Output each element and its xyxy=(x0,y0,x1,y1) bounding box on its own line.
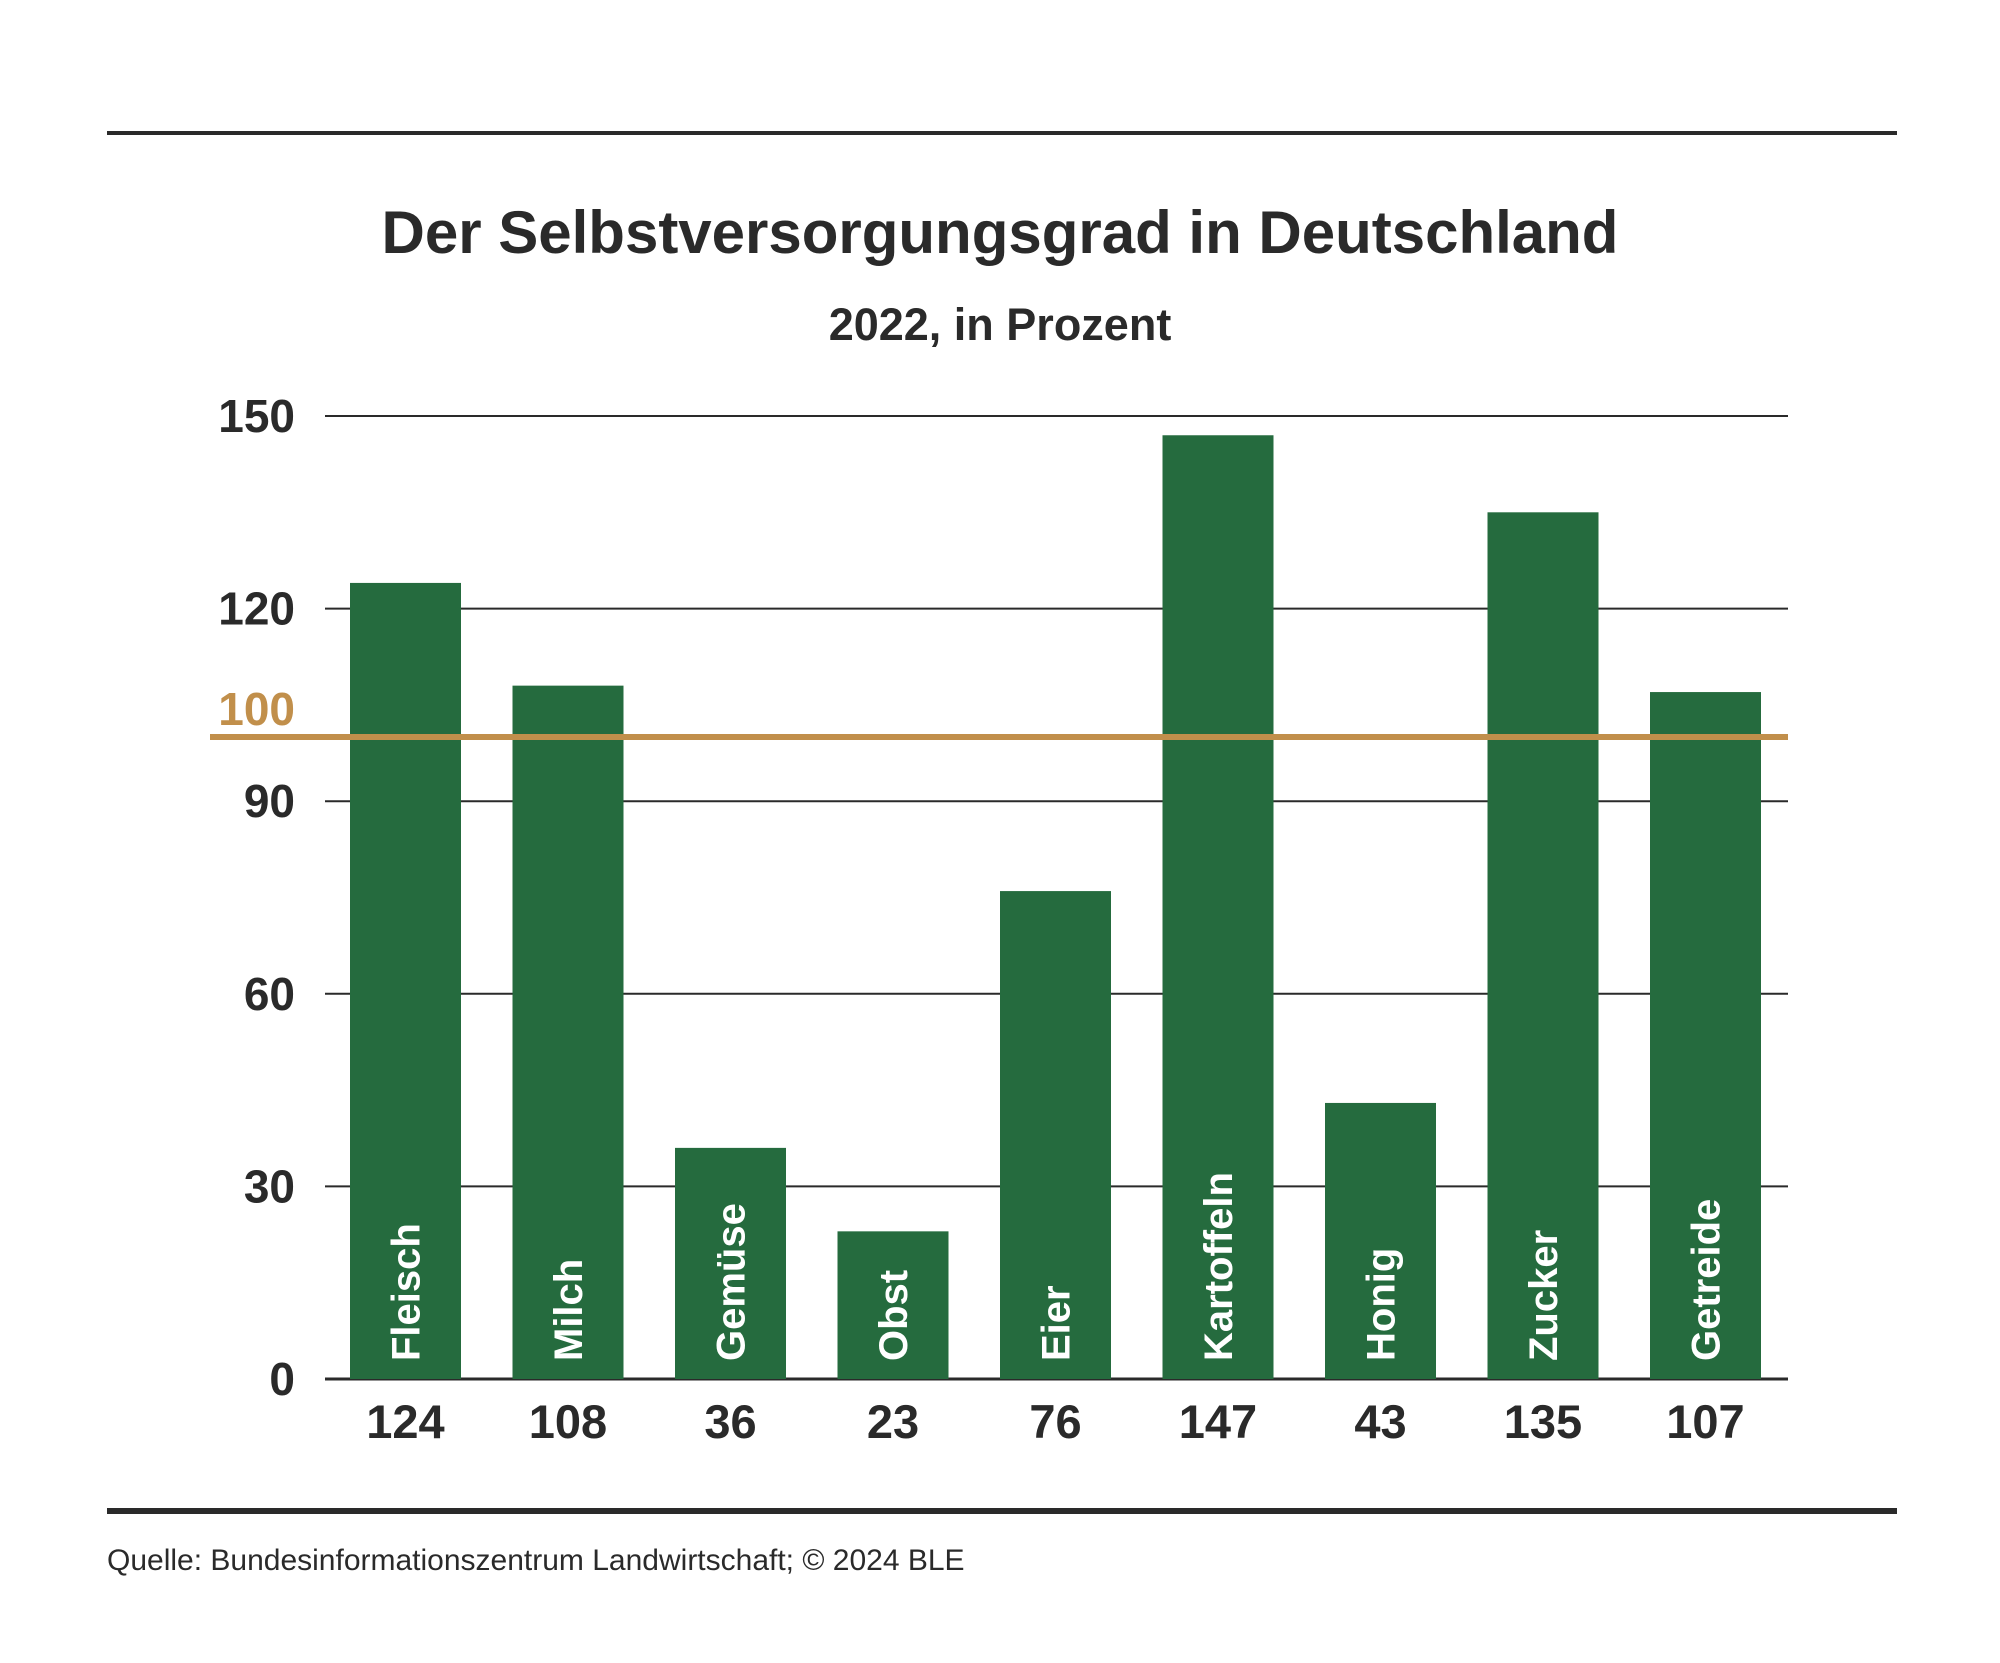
value-label-3: 23 xyxy=(867,1395,919,1448)
category-label-2: Gemüse xyxy=(710,1203,754,1361)
value-label-7: 135 xyxy=(1504,1395,1582,1448)
reference-line-group: 100 xyxy=(210,683,1788,740)
chart-title: Der Selbstversorgungsgrad in Deutschland xyxy=(382,199,1619,266)
bar-milch xyxy=(512,685,624,1379)
bar-obst xyxy=(837,1231,949,1379)
value-label-5: 147 xyxy=(1179,1395,1257,1448)
bar-fleisch xyxy=(350,582,461,1379)
value-label-0: 124 xyxy=(366,1395,444,1448)
category-label-0: Fleisch xyxy=(385,1223,429,1361)
y-tick-label-90: 90 xyxy=(244,775,295,827)
value-label-1: 108 xyxy=(529,1395,607,1448)
bar-eier xyxy=(1000,891,1111,1379)
y-tick-label-30: 30 xyxy=(244,1160,295,1212)
category-label-8: Getreide xyxy=(1685,1199,1729,1361)
category-label-4: Eier xyxy=(1035,1285,1079,1361)
y-tick-label-0: 0 xyxy=(269,1353,295,1405)
category-label-6: Honig xyxy=(1360,1248,1404,1361)
reference-line-label: 100 xyxy=(218,683,295,735)
bar-gemüse xyxy=(675,1147,786,1379)
value-label-6: 43 xyxy=(1354,1395,1406,1448)
value-label-8: 107 xyxy=(1666,1395,1744,1448)
y-tick-label-60: 60 xyxy=(244,968,295,1020)
category-label-5: Kartoffeln xyxy=(1197,1172,1241,1361)
category-label-1: Milch xyxy=(547,1259,591,1361)
chart-subtitle: 2022, in Prozent xyxy=(829,299,1172,350)
y-tick-label-120: 120 xyxy=(218,583,295,635)
category-label-3: Obst xyxy=(872,1270,916,1361)
y-tick-label-150: 150 xyxy=(218,390,295,442)
bar-honig xyxy=(1325,1102,1436,1379)
bar-getreide xyxy=(1650,692,1761,1379)
category-label-7: Zucker xyxy=(1522,1230,1566,1361)
source-note: Quelle: Bundesinformationszentrum Landwi… xyxy=(107,1544,965,1577)
value-label-2: 36 xyxy=(704,1395,756,1448)
bars xyxy=(350,435,1761,1379)
value-label-4: 76 xyxy=(1029,1395,1081,1448)
bar-kartoffeln xyxy=(1162,435,1274,1379)
labels: 0 30 60 90 120 150 124 Fleisch 108 Milch 36 Gemüse 2… xyxy=(218,390,1744,1448)
bar-zucker xyxy=(1487,512,1599,1379)
